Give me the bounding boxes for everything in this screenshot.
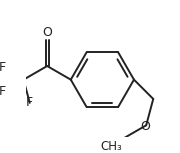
Text: O: O bbox=[141, 119, 150, 132]
Text: F: F bbox=[26, 96, 33, 109]
Text: F: F bbox=[0, 85, 6, 98]
Text: F: F bbox=[0, 61, 6, 74]
Text: O: O bbox=[42, 26, 52, 39]
Text: CH₃: CH₃ bbox=[100, 140, 122, 153]
